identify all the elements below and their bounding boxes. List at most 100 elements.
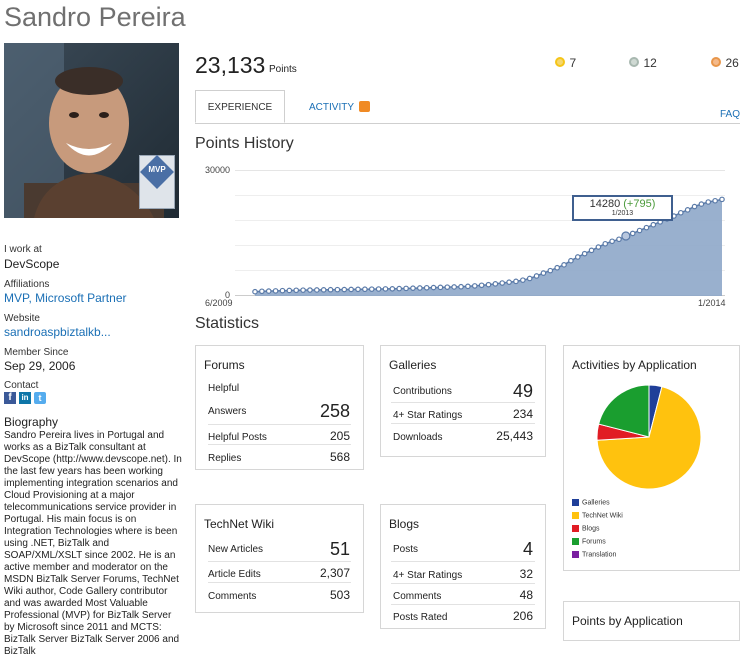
row-divider <box>391 604 535 605</box>
data-point[interactable] <box>382 286 389 292</box>
data-point[interactable] <box>485 281 492 288</box>
data-point[interactable] <box>451 284 457 290</box>
data-point[interactable] <box>307 287 313 293</box>
data-point[interactable] <box>334 286 341 293</box>
points-area <box>255 199 722 296</box>
data-point[interactable] <box>478 282 485 289</box>
data-point[interactable] <box>368 286 375 292</box>
data-point[interactable] <box>602 240 609 247</box>
forums-answers-value: 258 <box>319 401 350 421</box>
tab-experience[interactable]: EXPERIENCE <box>195 90 285 123</box>
data-point[interactable] <box>252 288 258 295</box>
data-point[interactable] <box>458 283 464 290</box>
profile-name: Sandro Pereira <box>4 2 186 32</box>
data-point[interactable] <box>320 287 327 293</box>
data-point[interactable] <box>410 285 416 291</box>
data-point[interactable] <box>259 288 265 295</box>
data-point[interactable] <box>423 284 430 291</box>
faq-link[interactable]: FAQ <box>720 109 741 120</box>
data-point[interactable] <box>348 286 354 293</box>
data-point[interactable] <box>719 196 725 203</box>
data-point[interactable] <box>396 285 403 292</box>
data-point[interactable] <box>540 270 547 276</box>
row-divider <box>391 423 535 424</box>
data-point[interactable] <box>581 250 588 257</box>
data-point[interactable] <box>430 284 437 291</box>
data-point[interactable] <box>595 244 602 250</box>
row-divider <box>391 583 535 584</box>
data-point[interactable] <box>609 238 615 245</box>
data-point[interactable] <box>561 262 567 268</box>
data-point[interactable] <box>568 257 574 264</box>
data-point[interactable] <box>547 267 554 274</box>
data-point[interactable] <box>513 278 519 285</box>
data-point[interactable] <box>314 287 320 293</box>
data-point[interactable] <box>272 288 279 294</box>
data-point[interactable] <box>286 287 293 294</box>
forums-helpful-label: Helpful <box>208 383 240 394</box>
data-point[interactable] <box>705 199 712 205</box>
data-point[interactable] <box>279 287 286 294</box>
facebook-icon[interactable]: f <box>4 392 16 404</box>
data-point[interactable] <box>650 221 657 228</box>
work-value: DevScope <box>4 257 60 271</box>
blogs-posts-value: 4 <box>522 539 533 559</box>
data-point[interactable] <box>691 203 698 210</box>
data-point[interactable] <box>506 279 512 285</box>
medal-silver: 12 <box>629 54 657 72</box>
galleries-star-label: 4+ Star Ratings <box>393 410 463 421</box>
activities-pie-chart <box>596 384 702 490</box>
data-point[interactable] <box>698 201 705 207</box>
data-point[interactable] <box>492 281 499 287</box>
data-point[interactable] <box>520 277 526 283</box>
technet-wiki-card: TechNet Wiki New Articles 51 Article Edi… <box>195 504 364 613</box>
points-by-application-card: Points by Application <box>563 601 740 641</box>
data-point[interactable] <box>437 284 444 291</box>
data-point[interactable] <box>533 273 540 279</box>
data-point[interactable] <box>616 236 622 243</box>
affiliations-link[interactable]: MVP, Microsoft Partner <box>4 291 127 305</box>
data-point[interactable] <box>362 286 368 293</box>
blogs-rated-label: Posts Rated <box>393 612 448 623</box>
highlighted-data-point[interactable] <box>621 231 631 241</box>
tab-activity[interactable]: ACTIVITY <box>309 101 370 113</box>
wiki-edits-value: 2,307 <box>319 566 350 580</box>
twitter-icon[interactable]: t <box>34 392 46 404</box>
website-link[interactable]: sandroaspbiztalkb... <box>4 325 111 339</box>
points-by-application-title: Points by Application <box>572 614 683 628</box>
data-point[interactable] <box>526 275 533 282</box>
avatar <box>4 43 179 218</box>
gold-medal-count: 7 <box>569 56 577 70</box>
data-point[interactable] <box>712 197 718 204</box>
data-point[interactable] <box>684 207 691 213</box>
member-since-value: Sep 29, 2006 <box>4 359 76 373</box>
data-point[interactable] <box>499 280 506 286</box>
data-point[interactable] <box>355 286 361 293</box>
data-point[interactable] <box>574 254 581 260</box>
data-point[interactable] <box>444 284 451 290</box>
data-point[interactable] <box>636 227 643 234</box>
data-point[interactable] <box>403 285 409 292</box>
data-point[interactable] <box>293 287 300 294</box>
legend-swatch <box>572 538 579 545</box>
legend-translation: Translation <box>572 551 616 558</box>
data-point[interactable] <box>389 286 396 292</box>
data-point[interactable] <box>471 283 478 289</box>
data-point[interactable] <box>643 224 650 231</box>
data-point[interactable] <box>300 287 306 293</box>
linkedin-icon[interactable]: in <box>19 392 31 404</box>
data-point[interactable] <box>265 288 272 294</box>
legend-technet-wiki: TechNet Wiki <box>572 512 623 519</box>
data-point[interactable] <box>554 264 560 271</box>
data-point[interactable] <box>375 286 382 292</box>
data-point[interactable] <box>629 230 636 237</box>
data-point[interactable] <box>588 247 595 254</box>
data-point[interactable] <box>417 285 423 291</box>
data-point[interactable] <box>327 286 334 293</box>
data-point[interactable] <box>465 283 471 290</box>
tooltip-delta: (+795) <box>623 198 656 210</box>
data-point[interactable] <box>341 286 348 293</box>
work-label: I work at <box>4 244 42 255</box>
data-point[interactable] <box>677 209 684 216</box>
pie-slice-technet-wiki <box>596 386 702 490</box>
